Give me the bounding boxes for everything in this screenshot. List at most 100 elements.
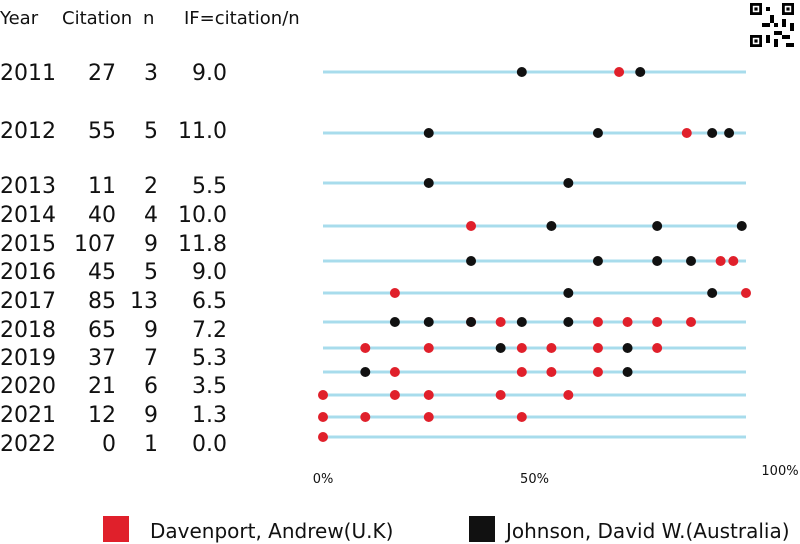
- davenport-dot-2021-23: [318, 390, 328, 400]
- row-2021-citation: 12: [88, 403, 116, 428]
- row-2015-citation: 107: [74, 232, 116, 257]
- johnson-dot-2015-13: [652, 256, 663, 266]
- x-tick-label: 0%: [313, 472, 334, 487]
- x-tick-label: 100%: [761, 464, 798, 479]
- row-2018-citation: 65: [88, 318, 116, 343]
- davenport-dot-2014-2: [466, 221, 477, 231]
- legend-label-1: Johnson, David W.(Australia): [504, 519, 790, 543]
- johnson-dot-2019-22: [495, 343, 506, 353]
- row-2012-year: 2012: [0, 119, 56, 144]
- davenport-dot-2018-11: [652, 317, 663, 327]
- row-2011-n: 3: [144, 61, 158, 86]
- davenport-dot-2020-20: [516, 367, 527, 377]
- johnson-dot-2017-16: [707, 288, 718, 298]
- johnson-dot-2013-7: [563, 178, 574, 188]
- row-2017-n: 13: [130, 289, 158, 314]
- row-2014-year: 2014: [0, 203, 56, 228]
- johnson-dot-2018-20: [516, 317, 527, 327]
- davenport-dot-2019-18: [652, 343, 663, 353]
- davenport-dot-2018-9: [592, 317, 603, 327]
- davenport-dot-2020-19: [389, 367, 400, 377]
- johnson-dot-2012-4: [707, 128, 718, 138]
- header-citation: Citation: [62, 8, 133, 29]
- davenport-dot-2019-17: [592, 343, 603, 353]
- row-2021-year: 2021: [0, 403, 56, 428]
- davenport-dot-2023-32: [318, 432, 328, 442]
- johnson-dot-2015-12: [592, 256, 603, 266]
- row-2019-if: 5.3: [192, 346, 227, 371]
- johnson-dot-2018-19: [466, 317, 477, 327]
- row-2018-n: 9: [144, 318, 158, 343]
- davenport-dot-2018-8: [495, 317, 506, 327]
- davenport-dot-2011-0: [614, 67, 625, 77]
- row-2014-n: 4: [144, 203, 158, 228]
- johnson-dot-2018-21: [563, 317, 574, 327]
- davenport-dot-2019-14: [423, 343, 434, 353]
- row-2018-if: 7.2: [192, 318, 227, 343]
- johnson-dot-2014-10: [736, 221, 747, 231]
- row-2018-year: 2018: [0, 318, 56, 343]
- row-2019-n: 7: [144, 346, 158, 371]
- row-2020-n: 6: [144, 374, 158, 399]
- row-2015-year: 2015: [0, 232, 56, 257]
- davenport-dot-2022-29: [360, 412, 371, 422]
- qr-code-icon: [750, 3, 794, 47]
- row-2011-year: 2011: [0, 61, 56, 86]
- johnson-dot-2015-14: [686, 256, 697, 266]
- row-2013-year: 2013: [0, 174, 56, 199]
- johnson-dot-2011-0: [516, 67, 527, 77]
- davenport-dot-2018-12: [686, 317, 697, 327]
- davenport-dot-2021-27: [563, 390, 574, 400]
- row-2020-year: 2020: [0, 374, 56, 399]
- johnson-dot-2013-6: [423, 178, 434, 188]
- row-2017-if: 6.5: [192, 289, 227, 314]
- davenport-dot-2019-15: [516, 343, 527, 353]
- row-2016-citation: 45: [88, 260, 116, 285]
- johnson-dot-2018-17: [389, 317, 400, 327]
- davenport-dot-2021-26: [495, 390, 506, 400]
- row-2016-year: 2016: [0, 260, 56, 285]
- davenport-dot-2015-3: [715, 256, 726, 266]
- johnson-dot-2011-1: [635, 67, 646, 77]
- johnson-dot-2020-25: [622, 367, 633, 377]
- davenport-dot-2017-5: [389, 288, 400, 298]
- davenport-dot-2021-24: [389, 390, 400, 400]
- davenport-dot-2019-13: [360, 343, 371, 353]
- row-2011-if: 9.0: [192, 61, 227, 86]
- johnson-dot-2015-11: [466, 256, 477, 266]
- header-n: n: [143, 8, 155, 29]
- row-2020-citation: 21: [88, 374, 116, 399]
- row-2017-citation: 85: [88, 289, 116, 314]
- row-2012-if: 11.0: [178, 119, 227, 144]
- johnson-dot-2014-8: [546, 221, 557, 231]
- davenport-dot-2022-30: [423, 412, 434, 422]
- row-2016-n: 5: [144, 260, 158, 285]
- row-2017-year: 2017: [0, 289, 56, 314]
- row-2015-n: 9: [144, 232, 158, 257]
- johnson-dot-2014-9: [652, 221, 663, 231]
- row-2014-if: 10.0: [178, 203, 227, 228]
- johnson-dot-2012-5: [724, 128, 735, 138]
- davenport-dot-2018-10: [622, 317, 633, 327]
- row-2014-citation: 40: [88, 203, 116, 228]
- davenport-dot-2022-28: [318, 412, 328, 422]
- row-2011-citation: 27: [88, 61, 116, 86]
- header-if: IF=citation/n: [184, 8, 300, 29]
- johnson-dot-2017-15: [563, 288, 574, 298]
- x-tick-label: 50%: [520, 472, 549, 487]
- row-2021-if: 1.3: [192, 403, 227, 428]
- johnson-dot-2018-18: [423, 317, 434, 327]
- row-2012-n: 5: [144, 119, 158, 144]
- legend-label-0: Davenport, Andrew(U.K): [150, 519, 393, 543]
- legend-swatch-0: [103, 516, 129, 542]
- row-2019-year: 2019: [0, 346, 56, 371]
- row-2022-if: 0.0: [192, 432, 227, 457]
- row-2015-if: 11.8: [178, 232, 227, 257]
- legend-swatch-1: [469, 516, 495, 542]
- row-2013-n: 2: [144, 174, 158, 199]
- row-2019-citation: 37: [88, 346, 116, 371]
- row-2021-n: 9: [144, 403, 158, 428]
- row-2012-citation: 55: [88, 119, 116, 144]
- johnson-dot-2019-23: [622, 343, 633, 353]
